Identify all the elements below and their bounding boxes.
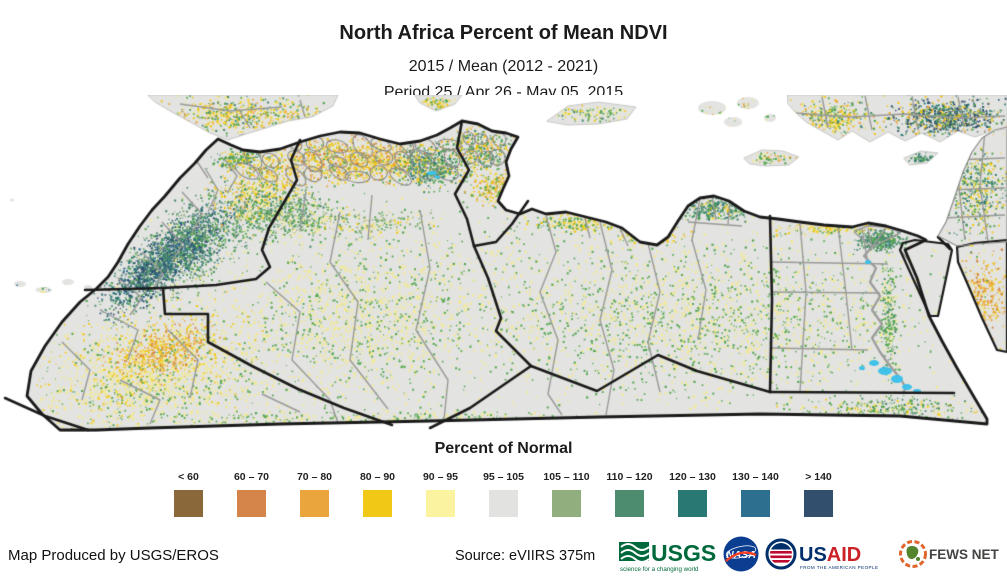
legend-item: 110 – 120 xyxy=(598,471,661,517)
legend-item: 105 – 110 xyxy=(535,471,598,517)
legend-swatch xyxy=(615,490,644,517)
logo-row: USGS science for a changing world NASA U… xyxy=(619,534,1004,574)
usaid-tagline: FROM THE AMERICAN PEOPLE xyxy=(800,565,878,570)
legend-item: 130 – 140 xyxy=(724,471,787,517)
usgs-logo-text: USGS xyxy=(651,540,716,566)
legend-label: 70 – 80 xyxy=(296,471,333,483)
legend-label: 105 – 110 xyxy=(543,471,590,483)
legend-swatch xyxy=(426,490,455,517)
legend-label: 120 – 130 xyxy=(669,471,716,483)
usaid-logo: USAID FROM THE AMERICAN PEOPLE xyxy=(765,538,878,570)
legend-swatch xyxy=(678,490,707,517)
fewsnet-logo: FEWS NET xyxy=(899,540,1000,568)
source-text: Source: eVIIRS 375m xyxy=(455,548,596,564)
legend-swatch xyxy=(489,490,518,517)
usaid-logo-text: USAID xyxy=(799,544,861,566)
legend-item: 80 – 90 xyxy=(346,471,409,517)
legend-label: 130 – 140 xyxy=(732,471,779,483)
legend-swatch xyxy=(804,490,833,517)
legend-label: < 60 xyxy=(178,471,199,483)
usgs-logo: USGS science for a changing world xyxy=(619,540,716,573)
legend-item: 120 – 130 xyxy=(661,471,724,517)
ndvi-map xyxy=(0,95,1007,432)
subtitle-period-mean: 2015 / Mean (2012 - 2021) xyxy=(408,58,599,75)
legend-label: 80 – 90 xyxy=(359,471,396,483)
legend-label: 95 – 105 xyxy=(483,471,524,483)
legend-item: > 140 xyxy=(787,471,850,517)
legend-label: 110 – 120 xyxy=(606,471,653,483)
legend-title: Percent of Normal xyxy=(434,440,573,457)
produced-by-text: Map Produced by USGS/EROS xyxy=(8,547,219,564)
legend-swatch xyxy=(741,490,770,517)
legend-items: < 60 60 – 70 70 – 80 80 – 90 90 – 95 95 – 105… xyxy=(0,471,1007,517)
nasa-logo: NASA xyxy=(723,536,759,572)
page-title: North Africa Percent of Mean NDVI xyxy=(339,22,668,44)
legend-item: 60 – 70 xyxy=(220,471,283,517)
legend-swatch xyxy=(363,490,392,517)
legend-item: < 60 xyxy=(157,471,220,517)
legend-swatch xyxy=(174,490,203,517)
fewsnet-logo-text: FEWS NET xyxy=(929,547,1000,562)
legend-item: 70 – 80 xyxy=(283,471,346,517)
nasa-logo-text: NASA xyxy=(726,549,756,561)
legend-item: 90 – 95 xyxy=(409,471,472,517)
legend-swatch xyxy=(237,490,266,517)
legend-label: 90 – 95 xyxy=(422,471,459,483)
legend-label: > 140 xyxy=(805,471,832,483)
legend: Percent of Normal < 60 60 – 70 70 – 80 80 –… xyxy=(0,440,1007,517)
legend-item: 95 – 105 xyxy=(472,471,535,517)
usgs-tagline: science for a changing world xyxy=(620,566,699,573)
legend-label: 60 – 70 xyxy=(233,471,270,483)
fewsnet-globe-icon xyxy=(899,540,927,568)
legend-swatch xyxy=(552,490,581,517)
legend-swatch xyxy=(300,490,329,517)
